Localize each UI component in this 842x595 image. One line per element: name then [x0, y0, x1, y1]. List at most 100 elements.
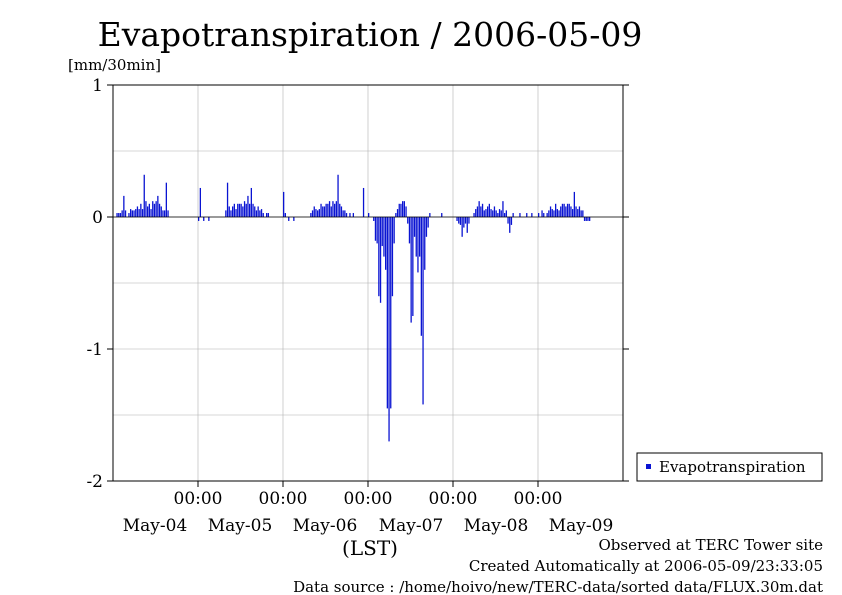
bar: [203, 217, 205, 221]
bar: [147, 206, 149, 217]
bar: [393, 217, 395, 244]
plot-area: [107, 84, 629, 487]
bar: [238, 203, 241, 217]
bar: [283, 191, 285, 217]
bar: [481, 203, 484, 217]
bar: [254, 206, 256, 217]
vertical-gridlines: [197, 85, 539, 481]
footer-created: Created Automatically at 2006-05-09/23:3…: [469, 557, 823, 575]
y-tick-label: -1: [86, 340, 103, 360]
bar: [391, 217, 394, 297]
bar: [563, 203, 565, 217]
bar: [427, 217, 429, 228]
bar: [133, 210, 135, 217]
bar: [141, 209, 144, 217]
bar: [157, 195, 159, 217]
bar: [167, 210, 169, 217]
bar: [318, 209, 320, 217]
bar: [413, 217, 416, 237]
bar: [322, 206, 324, 217]
bar: [566, 203, 569, 217]
bar: [233, 203, 235, 217]
bar: [376, 217, 378, 244]
bar: [332, 201, 334, 217]
bar: [235, 209, 237, 217]
legend: Evapotranspiration: [636, 452, 823, 482]
bar: [575, 206, 577, 217]
bar: [327, 203, 329, 217]
bar: [330, 206, 332, 217]
x-day-label: May-08: [464, 516, 529, 536]
bar: [507, 217, 509, 224]
bar: [500, 210, 502, 217]
bar: [199, 187, 201, 217]
bar: [345, 213, 348, 217]
bar: [398, 203, 400, 217]
bar: [565, 206, 567, 217]
bar: [519, 213, 521, 217]
bar: [577, 209, 579, 217]
chart-title: Evapotranspiration / 2006-05-09: [98, 15, 643, 54]
bar: [128, 213, 130, 217]
bar: [473, 213, 475, 217]
bar: [165, 182, 167, 217]
bar: [284, 213, 286, 217]
bar: [311, 210, 314, 217]
bar: [323, 206, 326, 217]
bar: [198, 217, 200, 221]
bar: [325, 203, 327, 217]
bar: [456, 217, 458, 221]
bar: [543, 213, 545, 217]
bar: [422, 217, 424, 405]
bar: [546, 213, 548, 217]
bar: [121, 210, 123, 217]
y-tick-label: 1: [92, 76, 103, 96]
bar: [374, 217, 377, 241]
bar: [160, 206, 162, 217]
bar: [429, 213, 431, 217]
bar: [153, 203, 156, 217]
bar: [541, 210, 543, 217]
bar: [572, 209, 574, 217]
bar: [255, 210, 258, 217]
bar: [412, 217, 414, 316]
x-time-label: 00:00: [259, 489, 308, 509]
bar: [488, 203, 490, 217]
bar-series-evapotranspiration: [116, 174, 591, 442]
bar: [475, 209, 477, 217]
bar: [512, 213, 514, 217]
bar: [381, 217, 383, 247]
bar: [410, 217, 412, 323]
bar: [504, 213, 506, 217]
bar: [538, 213, 540, 217]
x-time-label: 00:00: [344, 489, 393, 509]
bar: [415, 217, 417, 257]
bar: [459, 217, 462, 225]
bar: [589, 217, 591, 221]
bar: [573, 191, 575, 217]
bar: [424, 217, 426, 270]
bar: [340, 206, 343, 217]
bar: [483, 210, 485, 217]
x-time-label: 00:00: [514, 489, 563, 509]
bar: [116, 213, 118, 217]
bar: [162, 210, 164, 217]
bar: [468, 217, 470, 224]
bar: [425, 217, 428, 237]
bar: [551, 209, 553, 217]
bar: [293, 217, 295, 221]
bar: [260, 209, 263, 217]
legend-label: Evapotranspiration: [659, 458, 806, 476]
bar: [400, 203, 402, 217]
bar: [266, 213, 268, 217]
bar: [558, 210, 560, 217]
bar: [131, 210, 133, 217]
bar: [583, 217, 586, 221]
bar: [226, 182, 229, 217]
bar: [315, 209, 317, 217]
bar: [395, 213, 397, 217]
bar: [497, 213, 499, 217]
bar: [334, 203, 336, 217]
bar: [247, 195, 249, 217]
